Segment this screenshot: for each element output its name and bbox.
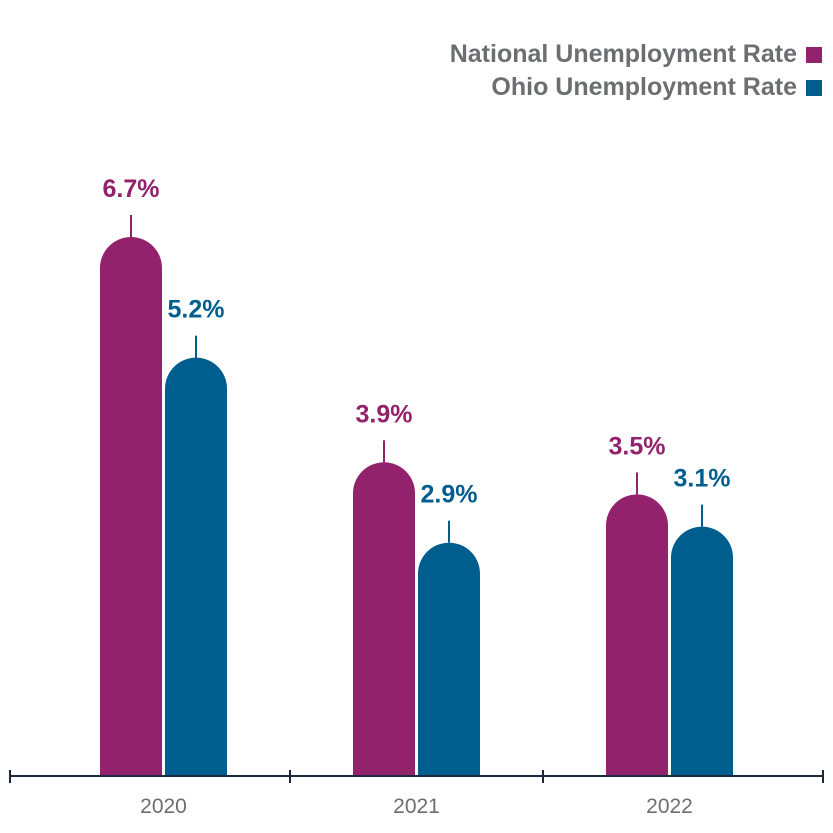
bar-2020-ohio [165,357,227,776]
bar-2022-national [606,494,668,776]
bar-2022-ohio [671,526,733,776]
legend-item-national: National Unemployment Rate [450,38,822,71]
value-label-2021-ohio: 2.9% [421,481,478,509]
value-label-2022-ohio: 3.1% [674,465,731,493]
x-tick-label-2020: 2020 [140,795,187,818]
legend-swatch-national [806,46,822,63]
bar-2021-ohio [418,542,480,776]
value-label-2020-national: 6.7% [103,175,160,203]
legend-label-national: National Unemployment Rate [449,40,797,68]
value-label-2021-national: 3.9% [356,400,413,428]
legend-item-ohio: Ohio Unemployment Rate [450,71,822,104]
legend-label-ohio: Ohio Unemployment Rate [491,73,797,101]
legend: National Unemployment Rate Ohio Unemploy… [450,38,822,104]
value-label-2020-ohio: 5.2% [168,296,225,324]
bar-2020-national [100,237,162,776]
bar-2021-national [353,462,415,776]
legend-swatch-ohio [806,79,822,96]
value-label-2022-national: 3.5% [609,432,666,460]
x-tick-label-2022: 2022 [646,795,693,818]
x-tick-label-2021: 2021 [393,795,440,818]
